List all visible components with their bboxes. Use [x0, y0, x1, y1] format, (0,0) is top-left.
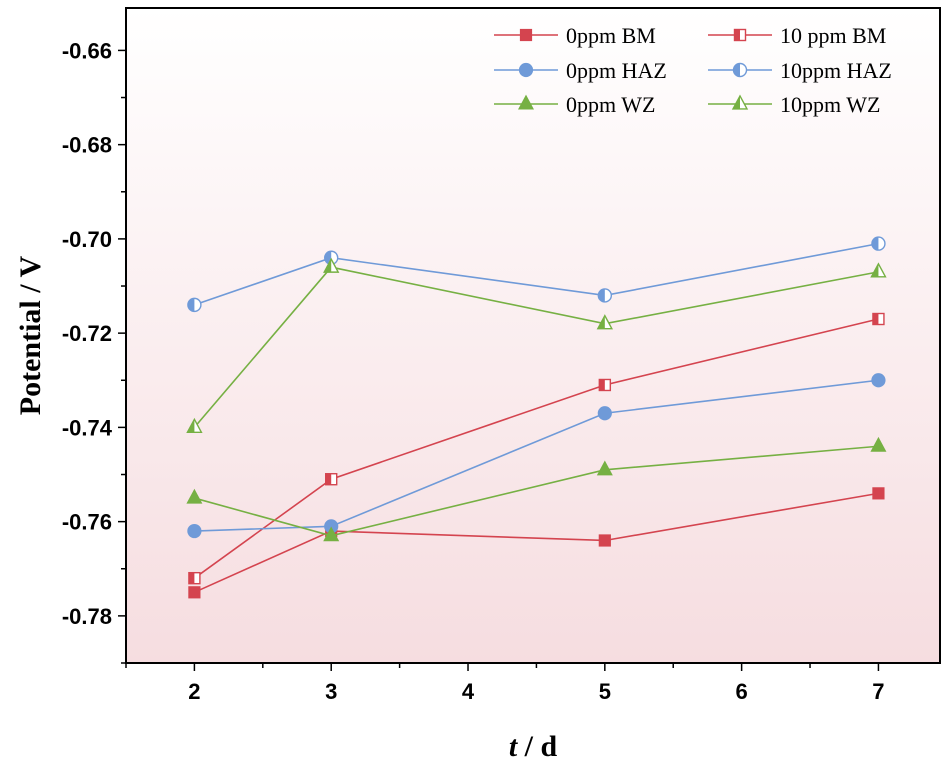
data-point [325, 473, 338, 486]
y-axis-title: Potential / V [14, 255, 47, 415]
data-point-marker-half [325, 473, 332, 485]
data-point-marker [188, 586, 201, 599]
data-point [597, 288, 613, 303]
series-2 [187, 373, 886, 539]
series-layer [186, 236, 887, 599]
legend-item: 0ppm WZ [494, 92, 655, 117]
y-tick-label: -0.76 [62, 510, 112, 535]
series-line [193, 266, 879, 428]
x-tick-label: 7 [872, 679, 884, 704]
legend-label: 10ppm WZ [780, 92, 880, 117]
legend-label: 0ppm BM [566, 23, 656, 48]
series-line [194, 445, 879, 537]
data-point-marker-outline [187, 297, 202, 313]
data-point-marker-outline [323, 257, 340, 273]
data-point-marker [598, 534, 611, 547]
data-point [323, 526, 340, 542]
data-point-marker [187, 523, 202, 539]
data-point-marker-outline [733, 28, 747, 42]
x-axis-title: t / d [509, 730, 558, 763]
legend-label: 0ppm WZ [566, 92, 655, 117]
data-point-marker-outline [871, 236, 886, 251]
data-point-marker [323, 526, 340, 542]
data-point-marker-outline [186, 417, 203, 434]
data-point-marker [871, 373, 886, 388]
x-tick-label: 6 [736, 679, 748, 704]
data-point-marker-outline [597, 288, 613, 303]
y-tick-label: -0.78 [62, 604, 112, 629]
data-point [871, 373, 886, 388]
legend-item: 10 ppm BM [708, 23, 886, 48]
data-point-marker-half [599, 379, 605, 391]
data-point [872, 487, 885, 500]
data-point-marker-outline [872, 312, 885, 326]
data-point [187, 523, 202, 539]
data-point [188, 586, 201, 599]
data-point-marker-outline [870, 262, 887, 278]
legend: 0ppm BM 10 ppm BM 0ppm HAZ 10ppm HAZ 0ppm WZ… [494, 23, 892, 117]
legend-item: 10ppm WZ [708, 92, 880, 117]
data-point-marker [517, 94, 535, 110]
data-point-marker [872, 487, 885, 500]
x-axis-title-rest: / d [517, 730, 557, 763]
x-tick-label: 4 [462, 679, 475, 704]
x-axis-title-italic: t [509, 730, 519, 763]
data-point-marker-outline [596, 314, 613, 330]
legend-item: 0ppm HAZ [494, 58, 667, 83]
data-point [870, 262, 887, 278]
data-point [597, 406, 612, 421]
data-point-marker [519, 28, 533, 42]
data-point-marker-outline [731, 94, 749, 110]
data-point [188, 571, 201, 585]
data-point-marker-half [734, 29, 740, 41]
legend-item: 0ppm BM [494, 23, 656, 48]
x-tick-label: 3 [325, 679, 337, 704]
data-point [187, 297, 202, 313]
data-point-marker-outline [598, 378, 612, 392]
data-point [323, 257, 340, 273]
series-5 [186, 257, 887, 434]
series-3 [187, 236, 886, 313]
y-tick-label: -0.72 [62, 321, 112, 346]
data-point-marker [518, 62, 534, 78]
y-tick-label: -0.68 [62, 133, 112, 158]
data-point [870, 436, 887, 452]
data-point-marker [186, 488, 203, 504]
data-point [186, 488, 203, 504]
y-tick-label: -0.66 [62, 38, 112, 63]
y-tick-label: -0.74 [62, 415, 113, 440]
data-point [596, 460, 613, 476]
legend-label: 10 ppm BM [780, 23, 886, 48]
series-line [194, 492, 879, 594]
series-line [194, 379, 879, 532]
data-point-marker [870, 436, 887, 452]
axes-frame [125, 7, 941, 664]
data-point-marker-half [872, 313, 879, 325]
legend-label: 0ppm HAZ [566, 58, 667, 83]
legend-item: 10ppm HAZ [708, 58, 892, 83]
series-line [194, 242, 879, 306]
plot-area [126, 8, 940, 663]
data-point [596, 314, 613, 330]
x-tick-label: 5 [599, 679, 611, 704]
data-point-marker-outline [188, 571, 201, 585]
series-4 [186, 436, 887, 542]
data-point-marker [597, 406, 612, 421]
data-point-marker-half [188, 572, 195, 584]
legend-label: 10ppm HAZ [780, 58, 892, 83]
data-point [186, 417, 203, 434]
data-point [598, 378, 612, 392]
data-point-marker-outline [732, 62, 748, 78]
data-point [872, 312, 885, 326]
x-tick-label: 2 [188, 679, 200, 704]
data-point [598, 534, 611, 547]
data-point-marker-outline [325, 473, 338, 486]
y-tick-label: -0.70 [62, 227, 112, 252]
data-point [871, 236, 886, 251]
data-point-marker [596, 460, 613, 476]
axes-layer: 2 3 4 5 6 7 -0.78 -0.76 -0.74 -0.72 -0.70 -0.68 -0.6… [62, 7, 941, 704]
